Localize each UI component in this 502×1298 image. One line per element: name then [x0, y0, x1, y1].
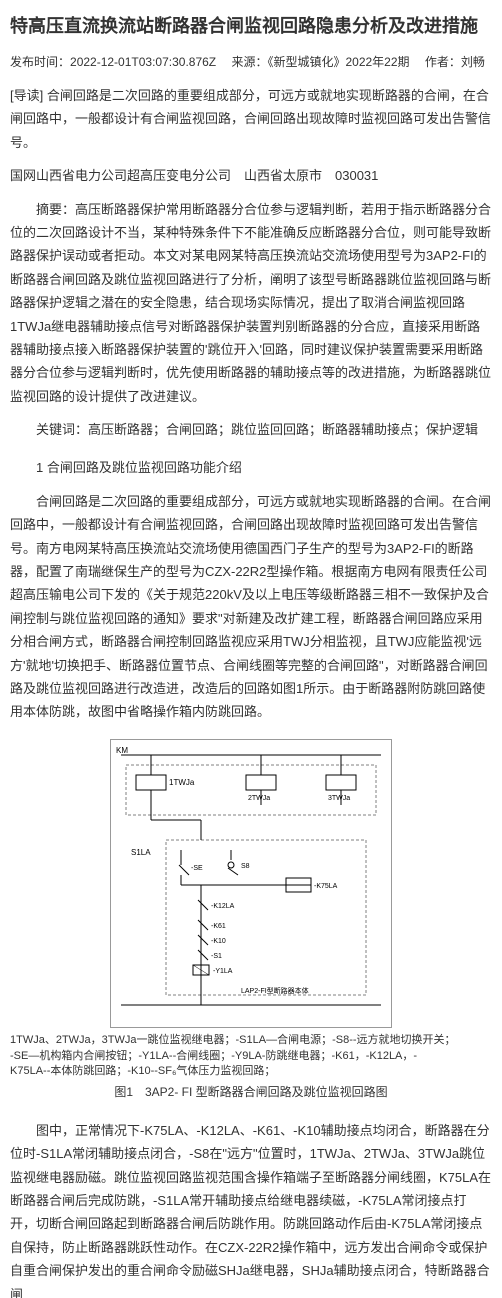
source-label: 来源： [231, 55, 267, 69]
intro-text: [导读] 合闸回路是二次回路的重要组成部分，可远方或就地实现断路器的合闸，在合闸… [10, 84, 492, 154]
p-after-diagram: 图中，正常情况下-K75LA、-K12LA、-K61、-K10辅助接点均闭合，断… [10, 1119, 492, 1298]
svg-se: -SE [191, 865, 203, 872]
source-value: 《新型城镇化》2022年22期 [267, 55, 409, 69]
keywords: 关键词：高压断路器；合闸回路；跳位监回回路；断路器辅助接点；保护逻辑 [10, 418, 492, 441]
caption-line-1: 1TWJa、2TWJa，3TWJa一跳位监视继电器；-S1LA—合闸电源；-S8… [10, 1033, 492, 1048]
svg-k12: -K12LA [211, 903, 235, 910]
svg-2twja: 2TWJa [248, 795, 270, 802]
caption-line-3: K75LA--本体防跳回路；-K10--SF₆气体压力监视回路； [10, 1064, 492, 1079]
svg-s8: S8 [241, 863, 250, 870]
time-label: 发布时间： [10, 55, 70, 69]
diagram-container: KM 1TWJa 2TWJa 3TWJa [10, 739, 492, 1104]
section1-p1: 合闸回路是二次回路的重要组成部分，可远方或就地实现断路器的合闸。在合闸回路中，一… [10, 490, 492, 724]
svg-1twja: 1TWJa [169, 778, 195, 787]
article-meta: 发布时间：2022-12-01T03:07:30.876Z 来源：《新型城镇化》… [10, 52, 492, 74]
svg-s1la: S1LA [131, 848, 151, 857]
keywords-label: 关键词： [36, 422, 88, 437]
time-value: 2022-12-01T03:07:30.876Z [70, 55, 216, 69]
svg-y1: -Y1LA [213, 968, 233, 975]
diagram-caption: 1TWJa、2TWJa，3TWJa一跳位监视继电器；-S1LA—合闸电源；-S8… [10, 1033, 492, 1079]
diagram-title: 图1 3AP2- FI 型断路器合闸回路及跳位监视回路图 [10, 1082, 492, 1104]
affiliation: 国网山西省电力公司超高压变电分公司 山西省太原市 030031 [10, 164, 492, 187]
abstract-text: 高压断路器保护常用断路器分合位参与逻辑判断，若用于指示断路器分合位的二次回路设计… [10, 202, 491, 404]
svg-3twja: 3TWJa [328, 795, 350, 802]
svg-k10: -K10 [211, 938, 226, 945]
svg-k75: -K75LA [314, 883, 338, 890]
svg-km-label: KM [116, 746, 128, 755]
circuit-diagram: KM 1TWJa 2TWJa 3TWJa [110, 739, 392, 1028]
caption-line-2: -SE—机构箱内合闸按钮；-Y1LA--合闸线圈；-Y9LA-防跳继电器；-K6… [10, 1049, 492, 1064]
section1-title: 1 合闸回路及跳位监视回路功能介绍 [10, 456, 492, 479]
author-label: 作者： [425, 55, 461, 69]
author-value: 刘畅 [461, 55, 485, 69]
abstract: 摘要：高压断路器保护常用断路器分合位参与逻辑判断，若用于指示断路器分合位的二次回… [10, 198, 492, 409]
abstract-label: 摘要： [36, 202, 75, 217]
svg-lap2: LAP2-FI型断路器本体 [241, 986, 309, 995]
svg-s1: -S1 [211, 953, 222, 960]
svg-k61: -K61 [211, 923, 226, 930]
keywords-text: 高压断路器；合闸回路；跳位监回回路；断路器辅助接点；保护逻辑 [88, 422, 478, 437]
article-title: 特高压直流换流站断路器合闸监视回路隐患分析及改进措施 [10, 10, 492, 42]
